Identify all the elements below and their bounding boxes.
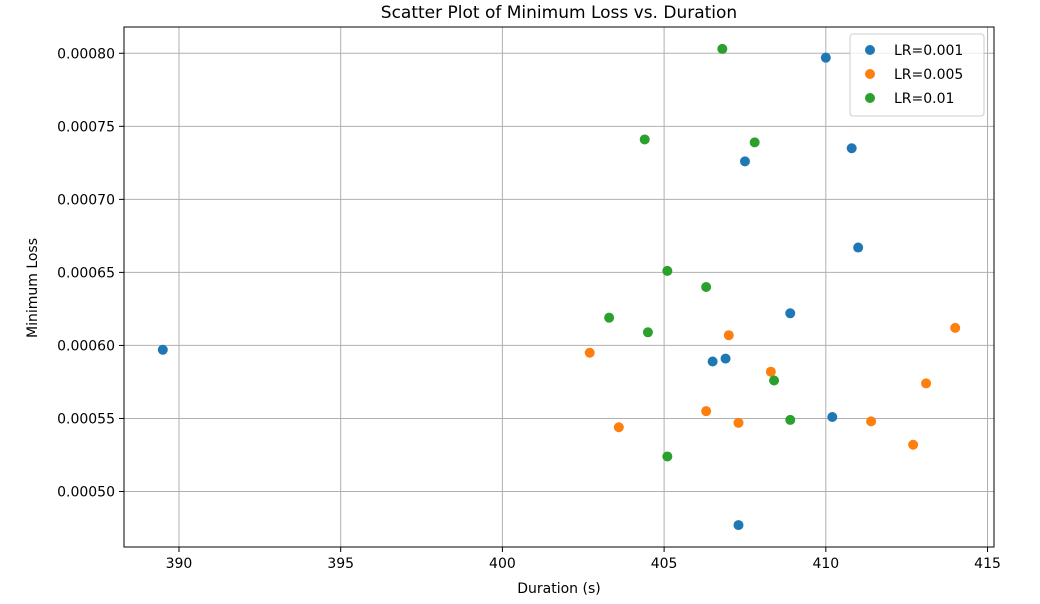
x-tick-label: 395 bbox=[327, 556, 354, 572]
scatter-point bbox=[908, 439, 919, 450]
legend-entry-label: LR=0.001 bbox=[894, 43, 963, 59]
legend-entry-label: LR=0.005 bbox=[894, 67, 963, 83]
chart-title: Scatter Plot of Minimum Loss vs. Duratio… bbox=[381, 3, 737, 23]
scatter-point bbox=[785, 308, 796, 319]
data-points bbox=[157, 43, 961, 531]
y-tick-label: 0.00060 bbox=[57, 338, 115, 354]
scatter-point bbox=[662, 451, 673, 462]
legend-box bbox=[849, 33, 985, 117]
scatter-point bbox=[765, 366, 776, 377]
scatter-point bbox=[866, 416, 877, 427]
x-axis: 390 395 400 405 410 415 bbox=[166, 547, 1001, 572]
scatter-point bbox=[701, 406, 712, 417]
scatter-point bbox=[157, 344, 168, 355]
y-tick-label: 0.00055 bbox=[57, 411, 115, 427]
scatter-point bbox=[604, 312, 615, 323]
scatter-point bbox=[723, 330, 734, 341]
scatter-point bbox=[749, 137, 760, 148]
scatter-point bbox=[820, 52, 831, 63]
x-tick-label: 400 bbox=[489, 556, 516, 572]
y-tick-label: 0.00070 bbox=[57, 192, 115, 208]
y-tick-label: 0.00050 bbox=[57, 484, 115, 500]
legend-marker bbox=[865, 69, 875, 79]
x-tick-label: 405 bbox=[651, 556, 678, 572]
scatter-point bbox=[769, 375, 780, 386]
x-axis-label: Duration (s) bbox=[517, 581, 600, 597]
series-1 bbox=[584, 322, 961, 450]
scatter-point bbox=[701, 282, 712, 292]
scatter-point bbox=[720, 353, 731, 364]
y-axis: 0.00050 0.00055 0.00060 0.00065 0.00070 0.000… bbox=[57, 46, 124, 500]
y-tick-label: 0.00080 bbox=[57, 46, 115, 62]
y-tick-label: 0.00075 bbox=[57, 119, 115, 135]
scatter-point bbox=[707, 356, 718, 367]
plot-frame bbox=[123, 26, 995, 548]
scatter-point bbox=[827, 412, 838, 422]
scatter-point bbox=[733, 520, 744, 531]
y-tick-label: 0.00065 bbox=[57, 265, 115, 281]
scatter-point bbox=[717, 43, 728, 54]
scatter-point bbox=[642, 327, 653, 338]
legend: LR=0.001 LR=0.005 LR=0.01 bbox=[849, 33, 985, 117]
scatter-point bbox=[733, 417, 744, 428]
scatter-point bbox=[613, 422, 624, 433]
scatter-point bbox=[639, 134, 650, 145]
scatter-point bbox=[921, 378, 932, 389]
x-tick-label: 410 bbox=[812, 556, 839, 572]
y-axis-label: Minimum Loss bbox=[25, 238, 41, 338]
legend-marker bbox=[865, 45, 875, 55]
legend-marker bbox=[865, 93, 875, 103]
scatter-point bbox=[739, 156, 750, 167]
grid bbox=[124, 27, 994, 547]
scatter-point bbox=[846, 143, 857, 154]
x-tick-label: 415 bbox=[974, 556, 1001, 572]
scatter-point bbox=[785, 414, 796, 425]
scatter-point bbox=[584, 347, 595, 358]
scatter-point bbox=[853, 242, 864, 253]
x-tick-label: 390 bbox=[166, 556, 193, 572]
scatter-point bbox=[662, 265, 673, 276]
series-2 bbox=[604, 43, 796, 462]
legend-entry-label: LR=0.01 bbox=[894, 91, 954, 107]
series-0 bbox=[157, 52, 864, 531]
scatter-point bbox=[950, 322, 961, 333]
